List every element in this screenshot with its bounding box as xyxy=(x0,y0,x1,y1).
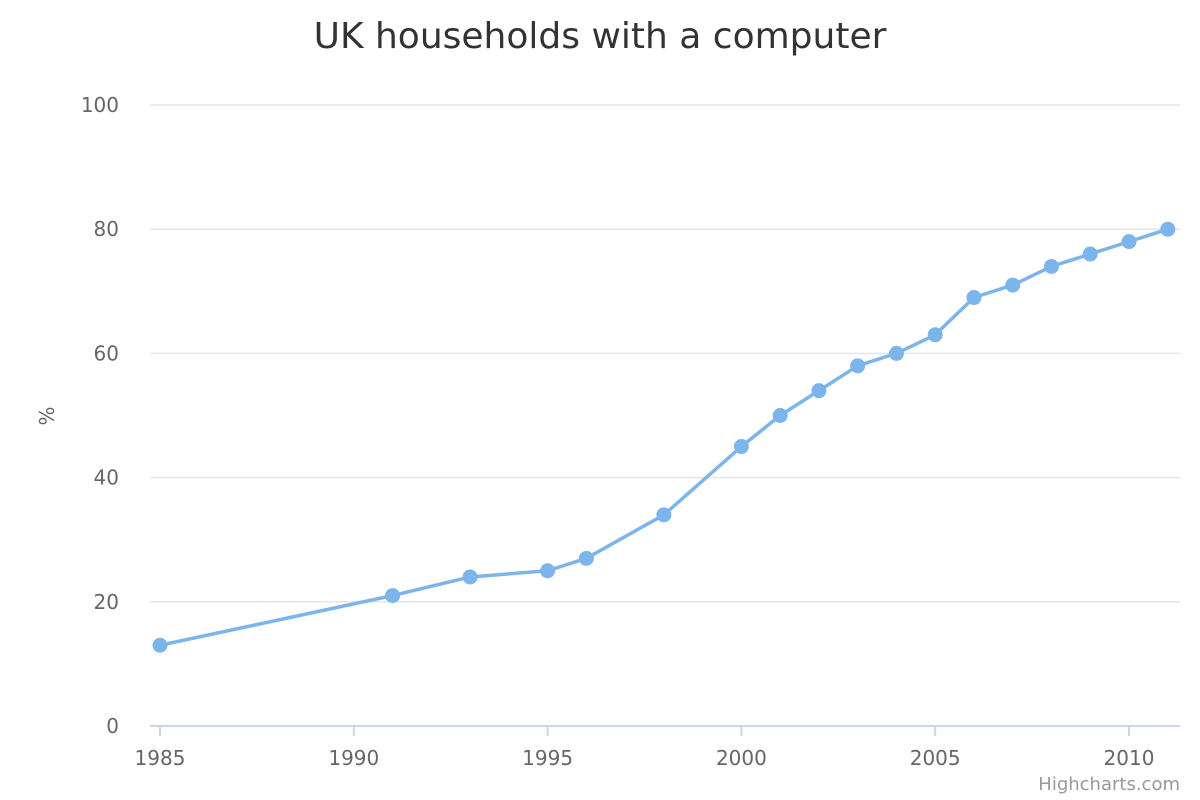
data-point[interactable] xyxy=(772,408,788,423)
data-point[interactable] xyxy=(733,439,749,455)
data-point[interactable] xyxy=(811,383,827,399)
y-tick-label: 80 xyxy=(94,217,119,241)
series-plot xyxy=(152,221,1176,653)
y-tick-label: 20 xyxy=(94,590,119,614)
data-point[interactable] xyxy=(656,507,672,523)
x-tick-label: 2000 xyxy=(716,746,767,770)
data-point[interactable] xyxy=(462,569,478,585)
y-tick-label: 100 xyxy=(81,93,119,117)
data-point[interactable] xyxy=(966,290,982,306)
credits-link[interactable]: Highcharts.com xyxy=(1038,774,1180,795)
data-point[interactable] xyxy=(385,588,401,604)
y-tick-label: 60 xyxy=(94,341,119,365)
data-point[interactable] xyxy=(578,550,594,566)
data-point[interactable] xyxy=(540,563,556,579)
y-axis-title: % xyxy=(35,406,59,425)
data-point[interactable] xyxy=(850,358,866,374)
data-point[interactable] xyxy=(1082,246,1098,262)
x-tick-label: 2005 xyxy=(910,746,961,770)
x-tick-label: 1990 xyxy=(328,746,379,770)
x-tick-label: 2010 xyxy=(1104,746,1155,770)
chart-title: UK households with a computer xyxy=(314,16,887,57)
data-point[interactable] xyxy=(1005,277,1021,293)
data-point[interactable] xyxy=(1043,258,1059,274)
series-line xyxy=(158,227,1170,648)
data-point[interactable] xyxy=(1121,234,1137,250)
data-point[interactable] xyxy=(927,327,943,343)
data-point[interactable] xyxy=(152,637,168,653)
y-tick-label: 40 xyxy=(94,466,119,490)
data-point[interactable] xyxy=(888,345,904,361)
x-tick-label: 1985 xyxy=(135,746,186,770)
data-point[interactable] xyxy=(1160,221,1176,237)
grid-lines xyxy=(150,104,1180,603)
axes: 0 20 40 60 80 100 1985 1990 1995 2000 2005 2010 xyxy=(81,93,1180,770)
y-tick-label: 0 xyxy=(106,714,119,738)
x-tick-label: 1995 xyxy=(522,746,573,770)
